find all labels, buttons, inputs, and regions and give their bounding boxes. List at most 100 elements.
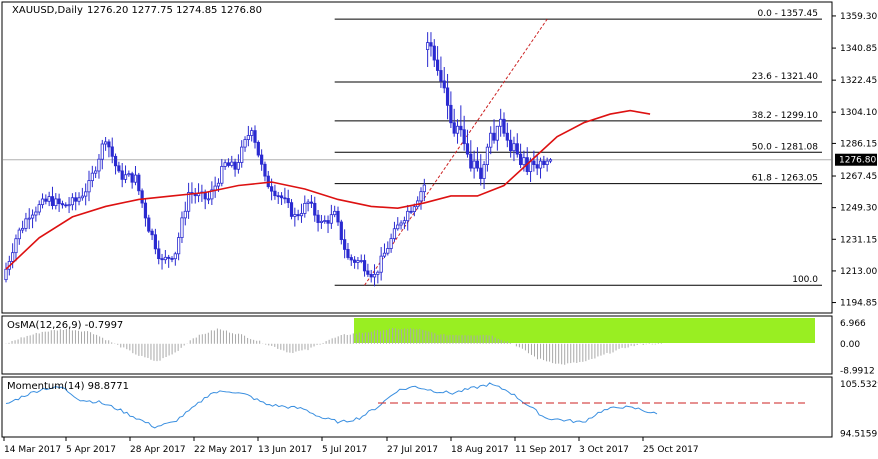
fib-level-label: 23.6 - 1321.40 xyxy=(752,72,818,82)
candle-body xyxy=(223,162,227,167)
candle-body xyxy=(153,234,157,250)
osma-axis-label: -8.9912 xyxy=(840,366,875,376)
date-axis-label: 5 Apr 2017 xyxy=(66,445,116,455)
candle-body xyxy=(532,160,536,166)
candle-body xyxy=(157,248,161,260)
candle-body xyxy=(11,252,15,262)
candle-body xyxy=(455,125,460,134)
candle-body xyxy=(409,210,413,213)
candle-body xyxy=(489,132,493,148)
momentum-axis-label: 94.5159 xyxy=(840,430,877,440)
date-axis-label: 25 Oct 2017 xyxy=(643,445,699,455)
candle-body xyxy=(160,258,164,261)
candle-body xyxy=(27,217,31,220)
candle-body xyxy=(449,104,453,124)
candle-body xyxy=(256,141,260,156)
candle-body xyxy=(352,259,357,263)
candle-body xyxy=(389,238,393,249)
candle-body xyxy=(170,258,174,260)
candle-body xyxy=(512,143,516,152)
candle-body xyxy=(127,173,131,176)
candle-body xyxy=(412,206,416,212)
price-axis-label: 1286.15 xyxy=(840,139,877,149)
fib-level-label: 0.0 - 1357.45 xyxy=(758,9,819,19)
date-axis-label: 11 Sep 2017 xyxy=(515,445,572,455)
candle-body xyxy=(130,173,134,183)
candle-body xyxy=(37,204,41,213)
price-panel: 0.0 - 1357.45 23.6 - 1321.40 38.2 - 1299.1… xyxy=(3,9,831,287)
osma-axis-label: 6.966 xyxy=(840,319,866,329)
candle-body xyxy=(426,42,430,50)
candle-body xyxy=(359,260,363,262)
fib-level-label: 50.0 - 1281.08 xyxy=(752,142,818,152)
candle-body xyxy=(293,214,297,217)
candle-body xyxy=(173,253,177,260)
price-axis-label: 1231.15 xyxy=(840,235,877,245)
osma-panel-title: OsMA(12,26,9) -0.7997 xyxy=(7,320,123,331)
candle-body xyxy=(210,189,214,200)
candle-body xyxy=(47,196,51,202)
osma-axis-label: 0.00 xyxy=(840,340,860,350)
candle-body xyxy=(382,252,387,257)
candle-body xyxy=(445,87,450,106)
momentum-line xyxy=(5,382,658,429)
candle-body xyxy=(4,268,8,281)
candle-body xyxy=(475,160,480,169)
candle-body xyxy=(319,220,324,223)
candle-body xyxy=(545,160,549,166)
candle-body xyxy=(439,70,443,82)
price-axis-label: 1322.45 xyxy=(840,76,877,86)
candle-body xyxy=(163,256,167,261)
osma-panel-frame xyxy=(1,315,833,375)
candle-body xyxy=(505,132,509,141)
candle-body xyxy=(469,153,473,169)
candle-body xyxy=(110,146,114,157)
fib-level-label: 100.0 xyxy=(792,275,818,285)
candle-body xyxy=(167,256,171,259)
date-axis-label: 13 Jun 2017 xyxy=(258,445,312,455)
candle-body xyxy=(250,130,254,136)
candle-body xyxy=(143,202,148,219)
candle-body xyxy=(379,255,383,273)
momentum-panel-frame xyxy=(1,376,833,438)
price-axis-label: 1213.00 xyxy=(840,267,877,277)
candle-body xyxy=(499,118,503,127)
date-axis-label: 27 Jul 2017 xyxy=(387,445,438,455)
price-axis-label: 1304.10 xyxy=(840,108,877,118)
candle-body xyxy=(50,196,55,206)
candle-body xyxy=(20,227,25,231)
candle-body xyxy=(522,157,526,165)
candle-body xyxy=(392,228,397,240)
date-axis-label: 3 Oct 2017 xyxy=(579,445,629,455)
candle-body xyxy=(206,198,211,201)
candle-body xyxy=(316,214,320,223)
current-price-tag-label: 1276.80 xyxy=(839,156,876,166)
candle-body xyxy=(346,249,350,258)
candle-body xyxy=(150,230,154,236)
candle-body xyxy=(402,220,407,224)
candle-body xyxy=(509,139,513,152)
fib-level-label: 61.8 - 1263.05 xyxy=(752,174,818,184)
candle-body xyxy=(519,153,523,165)
candle-body xyxy=(67,204,71,207)
candle-body xyxy=(104,141,108,145)
candle-body xyxy=(406,210,410,222)
price-axis-label: 1267.45 xyxy=(840,172,877,182)
candle-body xyxy=(133,174,138,183)
candle-body xyxy=(147,217,151,232)
candle-body xyxy=(485,146,490,166)
ohlc-readout: 1276.20 1277.75 1274.85 1276.80 xyxy=(87,5,262,16)
candle-body xyxy=(90,172,94,182)
candle-body xyxy=(482,164,486,179)
candle-body xyxy=(273,190,277,197)
candle-body xyxy=(60,203,65,206)
candle-body xyxy=(349,257,353,261)
candle-body xyxy=(535,164,539,169)
candle-body xyxy=(362,260,367,272)
candle-body xyxy=(54,198,58,206)
candle-body xyxy=(40,198,45,206)
candle-body xyxy=(97,158,101,172)
candle-body xyxy=(216,182,221,187)
fib-level-label: 38.2 - 1299.10 xyxy=(752,111,818,121)
